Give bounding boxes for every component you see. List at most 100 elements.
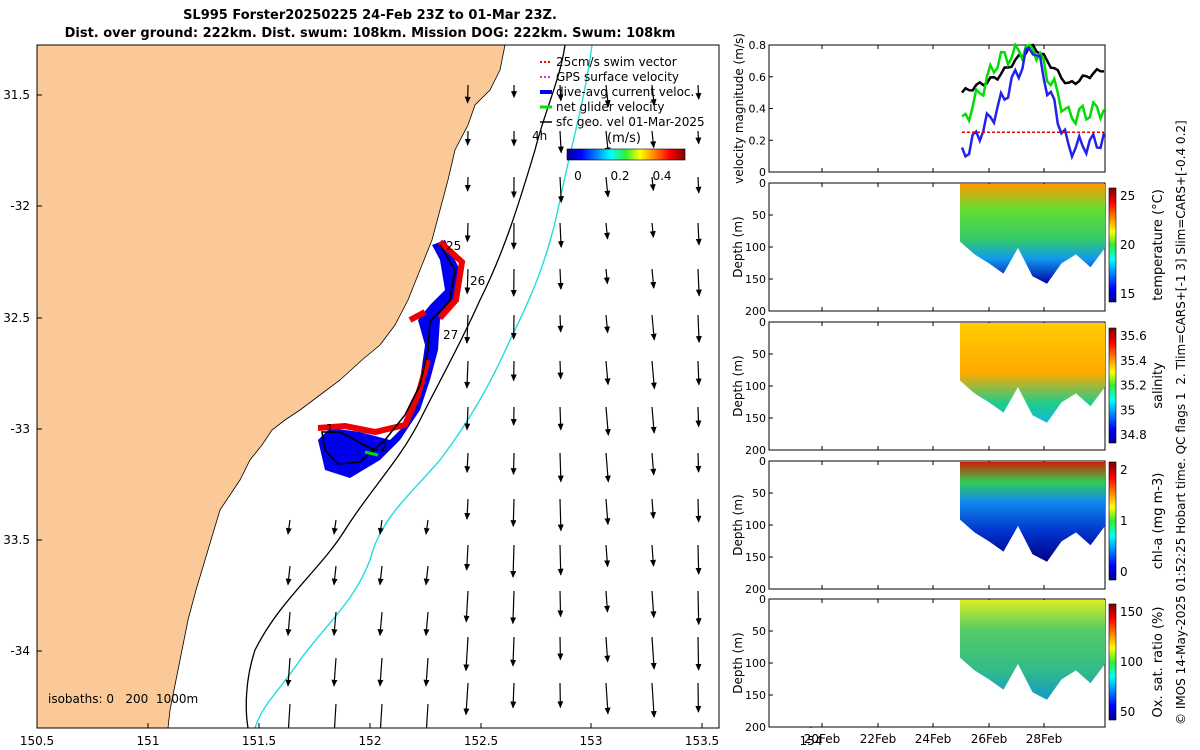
isobath-200 — [245, 45, 566, 728]
map-xtick-label: 152 — [359, 734, 382, 748]
time-xtick-label: 20Feb — [804, 732, 841, 746]
velocity-arrow — [695, 360, 702, 386]
velocity-arrow — [464, 498, 471, 520]
velocity-arrow — [464, 268, 471, 295]
colorbar-tick-label: 0 — [1120, 565, 1128, 579]
velocity-arrow — [423, 611, 430, 637]
legend-dive: dive-avg current veloc. — [556, 85, 694, 99]
time-xtick-label: 24Feb — [915, 732, 952, 746]
velocity-arrow — [377, 657, 384, 687]
colorbar-tick-label: 50 — [1120, 705, 1135, 719]
day-label-25: 25 — [446, 239, 461, 253]
velocity-arrow — [695, 406, 702, 428]
velocity-arrow — [285, 565, 292, 586]
map-legend: 25cm/s swim vector GPS surface velocity … — [540, 55, 705, 183]
velocity-arrow — [463, 544, 470, 571]
velocity-arrow — [557, 222, 564, 249]
velocity-arrow — [285, 611, 292, 637]
glider-track — [321, 244, 456, 465]
velocity-arrow — [331, 565, 338, 586]
velocity-arrow — [463, 636, 470, 672]
colorbar-tick-label: 35.4 — [1120, 354, 1147, 368]
colorbar-label: Ox. sat. ratio (%) — [1151, 607, 1166, 718]
velocity-arrow — [695, 544, 702, 575]
vel-ytick-label: 0.6 — [749, 71, 767, 84]
velocity-arrow — [464, 452, 471, 474]
depth-ytick-label: 100 — [745, 241, 766, 254]
velocity-arrow — [649, 176, 656, 192]
map-cbar-tick-2: 0.4 — [652, 169, 671, 183]
vel-ytick-label: 0.8 — [749, 39, 767, 52]
depth-ylabel: Depth (m) — [731, 355, 745, 416]
velocity-arrow — [557, 544, 564, 576]
velocity-arrow — [695, 636, 702, 671]
isobaths-label: isobaths: 0 200 1000m — [48, 692, 198, 706]
depth-ytick-label: 0 — [759, 177, 766, 190]
vel-ytick-label: 0.4 — [749, 103, 767, 116]
velocity-arrow — [285, 657, 292, 687]
velocity-arrow — [604, 314, 611, 334]
legend-gps: GPS surface velocity — [556, 70, 679, 84]
depth-ytick-label: 200 — [745, 583, 766, 596]
depth-ytick-label: 100 — [745, 380, 766, 393]
velocity-arrow — [464, 222, 471, 243]
velocity-arrow — [604, 682, 611, 715]
velocity-arrow — [377, 565, 384, 586]
velocity-arrow — [423, 519, 430, 535]
colorbar-tick-label: 35.2 — [1120, 379, 1147, 393]
depth-ytick-label: 0 — [759, 593, 766, 606]
velocity-arrow — [650, 498, 656, 520]
time-xtick-label: 22Feb — [860, 732, 897, 746]
profile-heatmap — [960, 184, 1105, 284]
velocity-arrow — [650, 84, 657, 107]
colorbar — [1108, 603, 1117, 721]
day-label-26: 26 — [470, 274, 485, 288]
time-xtick-label: 26Feb — [971, 732, 1008, 746]
velocity-arrow — [604, 176, 611, 198]
velocity-arrow — [333, 703, 337, 728]
colorbar-tick-label: 2 — [1120, 463, 1128, 477]
legend-swim: 25cm/s swim vector — [556, 55, 677, 69]
velocity-series-line — [960, 47, 1106, 161]
velocity-arrow — [285, 519, 292, 535]
time-xtick-label: 28Feb — [1026, 732, 1063, 746]
velocity-arrow — [557, 314, 564, 333]
velocity-arrow — [604, 636, 611, 663]
velocity-arrow — [331, 519, 338, 535]
net-velocity — [364, 450, 379, 457]
map-xtick-label: 151 — [137, 734, 160, 748]
land — [37, 45, 506, 728]
colorbar-tick-label: 25 — [1120, 189, 1135, 203]
velocity-arrow — [604, 452, 611, 483]
velocity-series-line — [961, 41, 1106, 127]
map-cbar-tick-0: 0 — [574, 169, 582, 183]
colorbar — [1108, 461, 1117, 581]
velocity-arrow — [695, 268, 702, 297]
map-colorbar-title: (m/s) — [607, 131, 641, 146]
velocity-arrow — [695, 452, 702, 473]
velocity-arrow — [650, 590, 657, 619]
velocity-arrow — [425, 703, 429, 728]
velocity-arrow — [510, 544, 517, 578]
depth-ytick-label: 150 — [745, 551, 766, 564]
velocity-arrow — [604, 544, 611, 568]
velocity-arrow — [650, 636, 657, 670]
map-axes: 150.5 151 151.5 152 152.5 153 153.5 154 31.5 -32 3… — [3, 88, 822, 748]
colorbar-tick-label: 150 — [1120, 605, 1143, 619]
velocity-arrow — [557, 176, 564, 204]
velocity-arrow — [463, 682, 470, 716]
day-label-27: 27 — [443, 328, 458, 342]
dive-current-band — [318, 240, 460, 478]
map-xtick-label: 150.5 — [20, 734, 54, 748]
depth-ytick-label: 200 — [745, 305, 766, 318]
depth-ytick-label: 50 — [752, 348, 766, 361]
velocity-arrow — [604, 590, 611, 613]
velocity-arrow — [650, 130, 657, 149]
swim-vector-edge — [317, 239, 466, 436]
velocity-arrow — [557, 406, 564, 431]
colorbar-tick-label: 35 — [1120, 403, 1135, 417]
map-xtick-label: 152.5 — [464, 734, 498, 748]
velocity-arrow — [604, 360, 611, 386]
colorbar-tick-label: 100 — [1120, 655, 1143, 669]
depth-ylabel: Depth (m) — [731, 494, 745, 555]
